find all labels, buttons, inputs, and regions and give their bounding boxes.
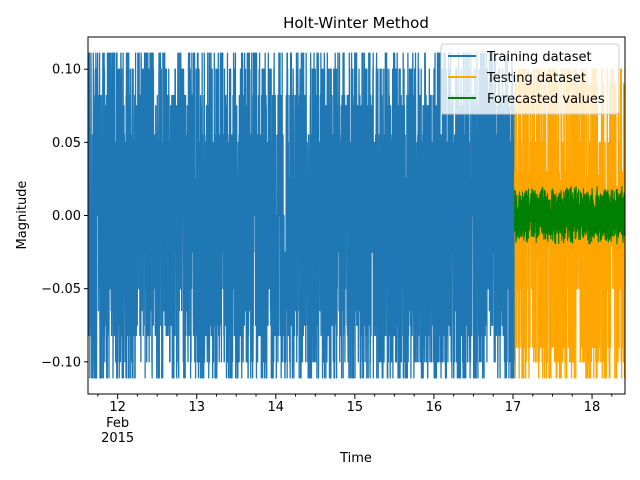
series-layer [88,52,625,379]
x-tick-sublabel: Feb [106,416,129,431]
x-tick-label: 17 [505,400,522,415]
y-axis-title: Magnitude [15,181,30,250]
y-tick-label: 0.00 [52,209,81,224]
x-tick-sublabel: 2015 [101,431,134,446]
x-tick-label: 16 [426,400,443,415]
y-tick-label: −0.05 [41,282,81,297]
legend-label-testing: Testing dataset [486,71,586,86]
series-training [88,52,516,379]
x-tick-label: 18 [584,400,601,415]
x-tick-label: 14 [268,400,285,415]
x-tick-label: 13 [188,400,205,415]
series-forecast [514,185,625,245]
x-axis-title: Time [339,451,372,466]
x-tick-label: 15 [347,400,364,415]
x-tick-label: 12 [109,400,126,415]
y-axis: 0.10 0.05 0.00 −0.05 −0.10 [41,63,88,370]
y-tick-label: 0.05 [52,136,81,151]
legend-label-training: Training dataset [486,50,592,65]
chart-title: Holt-Winter Method [283,14,429,32]
y-tick-label: −0.10 [41,355,81,370]
legend: Training dataset Testing dataset Forecas… [440,43,620,115]
legend-label-forecast: Forecasted values [487,92,605,107]
legend-box [440,43,620,115]
y-tick-label: 0.10 [52,63,81,78]
